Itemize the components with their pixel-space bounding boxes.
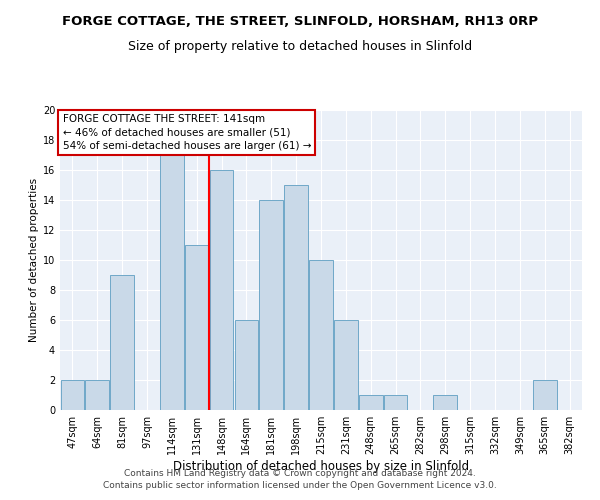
Bar (61, 380, 84, 410)
Bar (235, 320, 258, 410)
Bar (334, 320, 358, 410)
X-axis label: Distribution of detached houses by size in Slinfold: Distribution of detached houses by size … (173, 460, 469, 473)
Bar (110, 275, 134, 410)
Text: Size of property relative to detached houses in Slinfold: Size of property relative to detached ho… (128, 40, 472, 53)
Bar (85, 380, 109, 410)
Text: FORGE COTTAGE THE STREET: 141sqm
← 46% of detached houses are smaller (51)
54% o: FORGE COTTAGE THE STREET: 141sqm ← 46% o… (62, 114, 311, 151)
Bar (309, 260, 333, 410)
Bar (284, 185, 308, 410)
Bar (185, 245, 209, 410)
Bar (259, 200, 283, 410)
Bar (359, 395, 383, 410)
Y-axis label: Number of detached properties: Number of detached properties (29, 178, 38, 342)
Bar (210, 170, 233, 410)
Bar (433, 395, 457, 410)
Bar (384, 395, 407, 410)
Text: Contains public sector information licensed under the Open Government Licence v3: Contains public sector information licen… (103, 481, 497, 490)
Text: Contains HM Land Registry data © Crown copyright and database right 2024.: Contains HM Land Registry data © Crown c… (124, 468, 476, 477)
Bar (533, 380, 557, 410)
Text: FORGE COTTAGE, THE STREET, SLINFOLD, HORSHAM, RH13 0RP: FORGE COTTAGE, THE STREET, SLINFOLD, HOR… (62, 15, 538, 28)
Bar (160, 140, 184, 410)
